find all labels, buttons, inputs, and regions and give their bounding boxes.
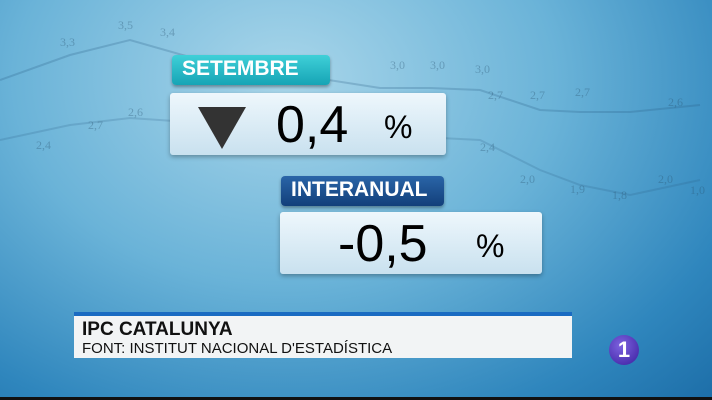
bottom-bar [0, 397, 712, 400]
background-value: 3,5 [118, 18, 133, 32]
background-value: 3,0 [430, 58, 445, 72]
background-value: 2,0 [520, 172, 535, 186]
background-value: 3,0 [475, 62, 490, 76]
background-value: 2,7 [530, 88, 545, 102]
background-value: 2,7 [88, 118, 103, 132]
background-value: 2,6 [668, 95, 683, 109]
month-tag: SETEMBRE [172, 55, 330, 85]
background-value: 3,4 [160, 25, 175, 39]
background-value: 2,4 [480, 140, 495, 154]
annual-tag: INTERANUAL [281, 176, 444, 206]
background-value: 2,6 [128, 105, 143, 119]
background-value: 2,7 [488, 88, 503, 102]
background-value: 1,0 [690, 183, 705, 197]
monthly-value: 0,4 [276, 96, 349, 154]
lower-third-title: IPC CATALUNYA [82, 319, 233, 340]
background-value: 1,8 [612, 188, 627, 202]
annual-unit: % [476, 228, 505, 264]
annual-value-box: -0,5 % [280, 212, 542, 274]
background-value: 1,9 [570, 182, 585, 196]
channel-logo: 1 [609, 335, 639, 365]
monthly-unit: % [384, 109, 413, 145]
down-triangle-icon [198, 107, 246, 149]
annual-value: -0,5 [338, 215, 428, 273]
background-value: 3,3 [60, 35, 75, 49]
monthly-value-box: 0,4 % [170, 93, 446, 155]
background-value: 2,4 [36, 138, 51, 152]
background-value: 2,7 [575, 85, 590, 99]
background-value: 3,0 [390, 58, 405, 72]
background-value: 2,0 [658, 172, 673, 186]
lower-third-source: FONT: INSTITUT NACIONAL D'ESTADÍSTICA [82, 340, 393, 357]
lower-third: IPC CATALUNYA FONT: INSTITUT NACIONAL D'… [74, 312, 572, 358]
